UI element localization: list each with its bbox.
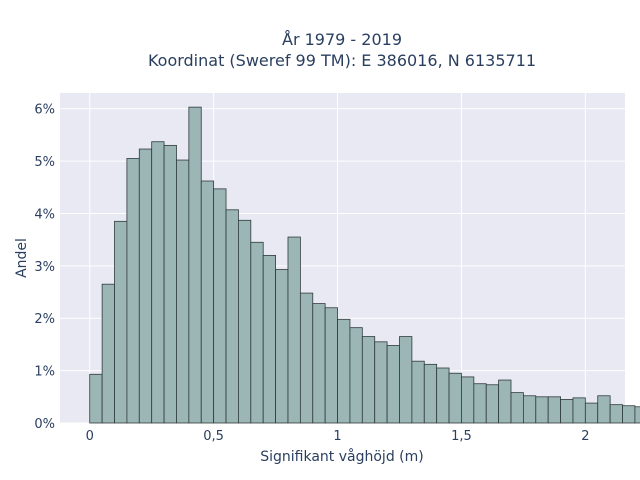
histogram-bar: [436, 367, 450, 424]
y-tick-label: 4%: [34, 207, 55, 222]
y-tick-label: 5%: [34, 155, 55, 170]
histogram-bar: [572, 397, 586, 424]
histogram-bar: [200, 180, 215, 424]
y-tick-label: 2%: [34, 312, 55, 327]
histogram-bar: [275, 269, 289, 424]
histogram-bar: [138, 148, 153, 424]
x-tick-label: 2: [581, 429, 589, 444]
histogram-bar: [622, 405, 636, 424]
bars: [89, 106, 640, 424]
histogram-bar: [399, 336, 413, 424]
x-tick-label: 1,5: [451, 429, 472, 444]
histogram-bar: [361, 336, 376, 424]
histogram-bar: [461, 376, 475, 424]
histogram-bar: [634, 406, 640, 424]
histogram-bar: [262, 254, 276, 424]
histogram-bar: [411, 360, 425, 424]
histogram-bar: [176, 159, 190, 424]
y-tick-label: 1%: [34, 365, 55, 380]
histogram-bar: [163, 144, 177, 424]
histogram-bar: [547, 396, 561, 424]
histogram-bar: [114, 220, 128, 424]
histogram-bar: [349, 327, 363, 424]
x-tick-label: 0,5: [203, 429, 224, 444]
histogram-bar: [324, 307, 338, 424]
histogram-bar: [522, 395, 537, 424]
y-tick-labels: 0% 1% 2% 3% 4% 5% 6%: [34, 103, 55, 432]
histogram-bar: [337, 318, 351, 424]
histogram-bar: [299, 292, 314, 424]
histogram-bar: [597, 395, 611, 424]
histogram-bar: [584, 402, 599, 424]
y-tick-label: 3%: [34, 260, 55, 275]
y-tick-label: 0%: [34, 417, 55, 432]
y-tick-label: 6%: [34, 103, 55, 118]
histogram-bar: [535, 396, 549, 424]
histogram-bar: [423, 363, 438, 424]
histogram-bar: [560, 399, 574, 424]
y-axis-label: Andel: [14, 238, 30, 278]
x-tick-labels: 0 0,5 1 1,5 2: [86, 429, 590, 444]
histogram-bar: [485, 384, 500, 424]
histogram-bar: [225, 209, 239, 424]
histogram-bar: [126, 158, 140, 424]
histogram-bar: [101, 283, 115, 424]
x-tick-label: 0: [86, 429, 94, 444]
histogram-bar: [250, 241, 264, 424]
histogram-bar: [312, 303, 326, 424]
x-axis-label: Signifikant våghöjd (m): [260, 448, 423, 465]
histogram-bar: [287, 236, 301, 424]
histogram-bar: [473, 383, 487, 424]
histogram-bar: [188, 106, 202, 424]
histogram-bar: [448, 372, 462, 424]
histogram-bar: [151, 141, 165, 424]
histogram-bar: [238, 219, 252, 424]
histogram-bar: [386, 345, 400, 424]
histogram-bar: [89, 373, 103, 424]
chart-title-line-1: År 1979 - 2019: [282, 30, 402, 49]
histogram-bar: [510, 392, 524, 424]
histogram-bar: [374, 341, 388, 424]
histogram-bar: [609, 404, 623, 424]
x-tick-label: 1: [333, 429, 341, 444]
histogram-bar: [213, 188, 227, 424]
chart-title-line-2: Koordinat (Sweref 99 TM): E 386016, N 61…: [148, 51, 536, 70]
histogram-bar: [498, 379, 512, 424]
